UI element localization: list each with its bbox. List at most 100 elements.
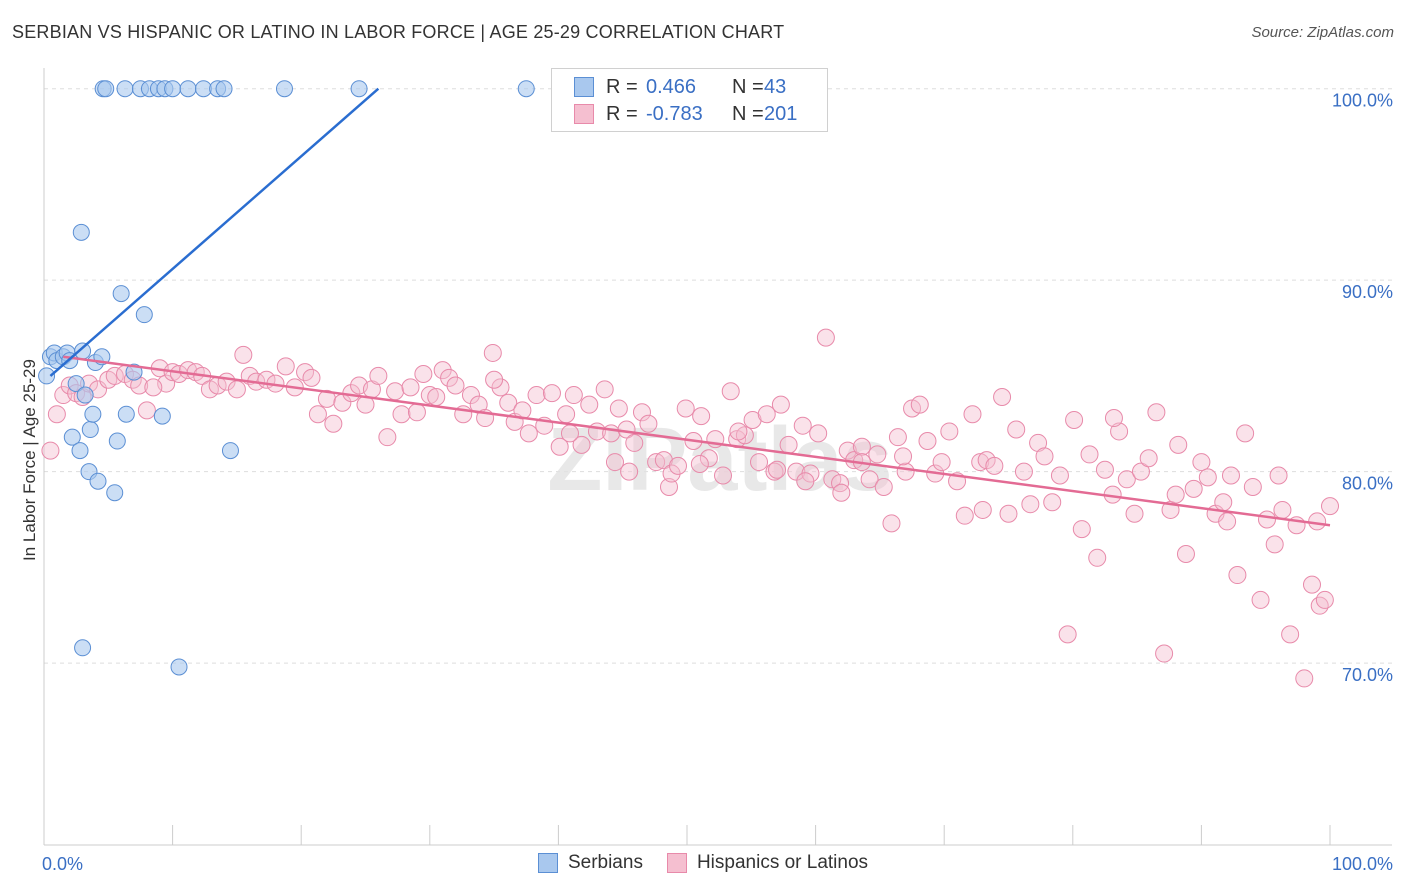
hispanic-point [1251, 590, 1270, 609]
r-value: -0.783 [646, 102, 703, 125]
hispanic-point [882, 514, 901, 533]
hispanic-point [433, 361, 452, 380]
hispanic-point [676, 399, 695, 418]
serbian-point [350, 80, 368, 98]
hispanic-point [1007, 420, 1026, 439]
hispanic-point [485, 370, 504, 389]
hispanic-point [757, 405, 776, 424]
hispanic-point [302, 368, 321, 387]
hispanic-point [860, 470, 879, 489]
hispanic-point [446, 376, 465, 395]
serbian-point [275, 80, 293, 98]
serbian-point [74, 639, 92, 657]
hispanic-point [1065, 410, 1084, 429]
hispanic-point [662, 464, 681, 483]
hispanic-point [1072, 520, 1091, 539]
hispanic-point [550, 437, 569, 456]
hispanic-point [324, 414, 343, 433]
hispanic-point [1281, 625, 1300, 644]
legend-item-serbians[interactable]: Serbians [537, 852, 643, 874]
hispanic-point [832, 483, 851, 502]
hispanic-point [659, 477, 678, 496]
hispanic-point [874, 477, 893, 496]
hispanic-point [519, 424, 538, 443]
serbian-point [89, 472, 107, 490]
hispanic-point [985, 456, 1004, 475]
hispanic-point [896, 462, 915, 481]
y-tick-label: 80.0% [1342, 474, 1393, 494]
hispanic-point [750, 453, 769, 472]
hispanic-point [1218, 512, 1237, 531]
serbian-point [194, 80, 212, 98]
hispanic-point [1014, 462, 1033, 481]
series-legend: Serbians Hispanics or Latinos [0, 852, 1406, 874]
hispanic-point [699, 449, 718, 468]
serbian-point [215, 80, 233, 98]
hispanic-point [1110, 422, 1129, 441]
hispanic-point [1095, 460, 1114, 479]
hispanic-point [605, 453, 624, 472]
hispanic-point [144, 378, 163, 397]
trend-lines [49, 87, 1331, 527]
serbian-point [116, 80, 134, 98]
hispanic-point [729, 422, 748, 441]
hispanic-point [918, 432, 937, 451]
hispanic-point [1166, 485, 1185, 504]
hispanic-point [1273, 500, 1292, 519]
hispanic-point [1310, 596, 1329, 615]
hispanic-point [1315, 590, 1334, 609]
hispanic-point [1169, 435, 1188, 454]
hispanic-point [714, 466, 733, 485]
serbian-point [135, 306, 153, 324]
r-value: 0.466 [646, 75, 697, 98]
hispanic-point [308, 405, 327, 424]
serbians-swatch [574, 77, 594, 97]
hispanic-point [1104, 409, 1123, 428]
y-tick-label: 100.0% [1332, 91, 1393, 111]
hispanic-point [1131, 462, 1150, 481]
hispanic-point [1155, 644, 1174, 663]
hispanic-point [1265, 535, 1284, 554]
hispanic-point [560, 424, 579, 443]
hispanic-point [602, 424, 621, 443]
hispanic-point [1236, 424, 1255, 443]
serbian-trend-line [49, 87, 380, 377]
hispanic-point [1035, 447, 1054, 466]
hispanic-point [963, 405, 982, 424]
serbian-point [179, 80, 197, 98]
serbian-point [117, 405, 135, 423]
hispanic-point [1043, 493, 1062, 512]
serbian-point [517, 80, 535, 98]
hispanic-point [1176, 544, 1195, 563]
hispanic-point [542, 384, 561, 403]
hispanic-point [816, 328, 835, 347]
n-label: N = [732, 75, 764, 98]
hispanic-point [1295, 669, 1314, 688]
hispanic-point [639, 414, 658, 433]
hispanic-point [1058, 625, 1077, 644]
hispanic-point [41, 441, 60, 460]
hispanic-point [888, 428, 907, 447]
hispanic-point [625, 433, 644, 452]
hispanic-point [647, 453, 666, 472]
serbian-point [67, 375, 85, 393]
hispanic-point [620, 462, 639, 481]
hispanic-point [1214, 493, 1233, 512]
legend-item-hispanics[interactable]: Hispanics or Latinos [666, 852, 868, 874]
hispanic-point [787, 462, 806, 481]
hispanic-point [768, 460, 787, 479]
legend-row-hispanics: R = -0.783 N = 201 [574, 101, 797, 127]
hispanic-point [910, 395, 929, 414]
hispanic-point [401, 378, 420, 397]
hispanic-point [692, 407, 711, 426]
n-label: N = [732, 102, 764, 125]
hispanic-point [852, 437, 871, 456]
hispanic-point [378, 428, 397, 447]
r-label: R = [606, 75, 638, 98]
serbian-point [76, 386, 94, 404]
n-value: 43 [764, 75, 787, 98]
serbian-point [97, 80, 115, 98]
grid-lines [44, 88, 1392, 664]
y-tick-label: 90.0% [1342, 282, 1393, 302]
